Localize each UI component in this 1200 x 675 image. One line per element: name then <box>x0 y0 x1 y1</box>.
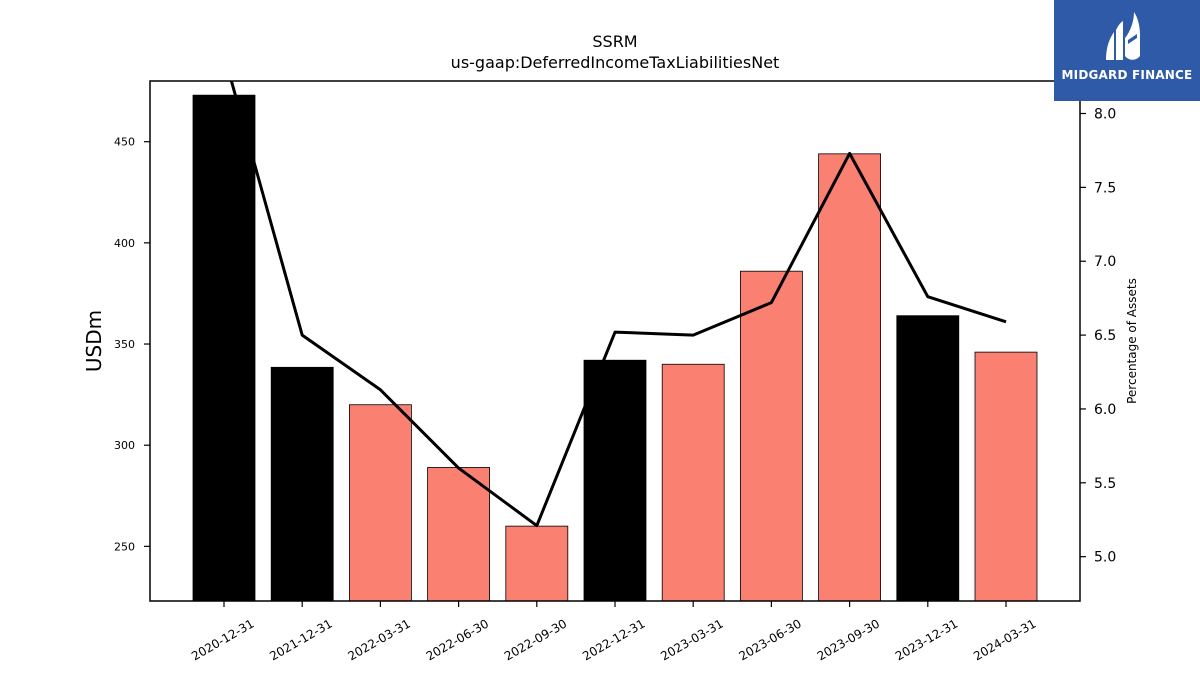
bar-2022-06-30 <box>427 467 491 602</box>
x-tick-label: 2022-12-31 <box>580 616 647 663</box>
x-tick-label: 2022-06-30 <box>424 616 491 663</box>
y2-tick-label: 7.5 <box>1094 180 1116 196</box>
y-tick-label: 300 <box>114 439 135 452</box>
y-tick-label: 400 <box>114 237 135 250</box>
x-axis: 2020-12-31 2021-12-31 2022-03-31 2022-06-30… <box>189 601 1039 663</box>
x-tick-label: 2023-06-30 <box>736 616 803 663</box>
y2-tick-label: 8.0 <box>1094 107 1116 123</box>
logo-mark-icon <box>1106 12 1140 60</box>
bar-2024-03-31 <box>974 351 1038 602</box>
y-tick-label: 250 <box>114 540 135 553</box>
x-tick-label: 2024-03-31 <box>971 616 1038 663</box>
y-tick-label: 450 <box>114 136 135 149</box>
bar-2020-12-31 <box>192 94 256 602</box>
y-axis-label: USDm <box>82 310 106 372</box>
y2-tick-label: 5.0 <box>1094 550 1116 566</box>
bar-2023-09-30 <box>818 153 881 602</box>
chart-title: SSRM <box>592 32 638 51</box>
line-layer <box>229 81 1007 528</box>
bar-2022-12-31 <box>583 359 647 602</box>
y2-tick-label: 6.0 <box>1094 402 1116 418</box>
y2-axis-label: Percentage of Assets <box>1125 278 1139 404</box>
bar-2022-03-31 <box>348 404 412 602</box>
y2-tick-label: 7.0 <box>1094 254 1116 270</box>
x-tick-label: 2020-12-31 <box>189 616 256 663</box>
x-tick-label: 2023-12-31 <box>893 616 960 663</box>
percentage-line <box>229 81 1007 528</box>
y2-tick-label: 6.5 <box>1094 328 1116 344</box>
bar-2021-12-31 <box>270 366 334 602</box>
bar-2023-06-30 <box>740 270 803 602</box>
left-axis: 250 300 350 400 450 <box>114 136 150 553</box>
bar-2022-09-30 <box>505 525 569 602</box>
bars-layer <box>192 94 1038 602</box>
x-tick-label: 2021-12-31 <box>267 616 334 663</box>
x-tick-label: 2023-09-30 <box>815 616 882 663</box>
chart-subtitle: us-gaap:DeferredIncomeTaxLiabilitiesNet <box>450 53 780 72</box>
y2-tick-label: 5.5 <box>1094 476 1116 492</box>
brand-logo: MIDGARD FINANCE <box>1054 0 1200 101</box>
right-axis: 5.0 5.5 6.0 6.5 7.0 7.5 8.0 <box>1080 107 1116 566</box>
x-tick-label: 2022-03-31 <box>345 616 412 663</box>
x-tick-label: 2022-09-30 <box>502 616 569 663</box>
bar-2023-03-31 <box>661 363 725 602</box>
x-tick-label: 2023-03-31 <box>658 616 725 663</box>
bar-2023-12-31 <box>896 315 960 602</box>
y-tick-label: 350 <box>114 338 135 351</box>
logo-text: MIDGARD FINANCE <box>1061 68 1193 82</box>
